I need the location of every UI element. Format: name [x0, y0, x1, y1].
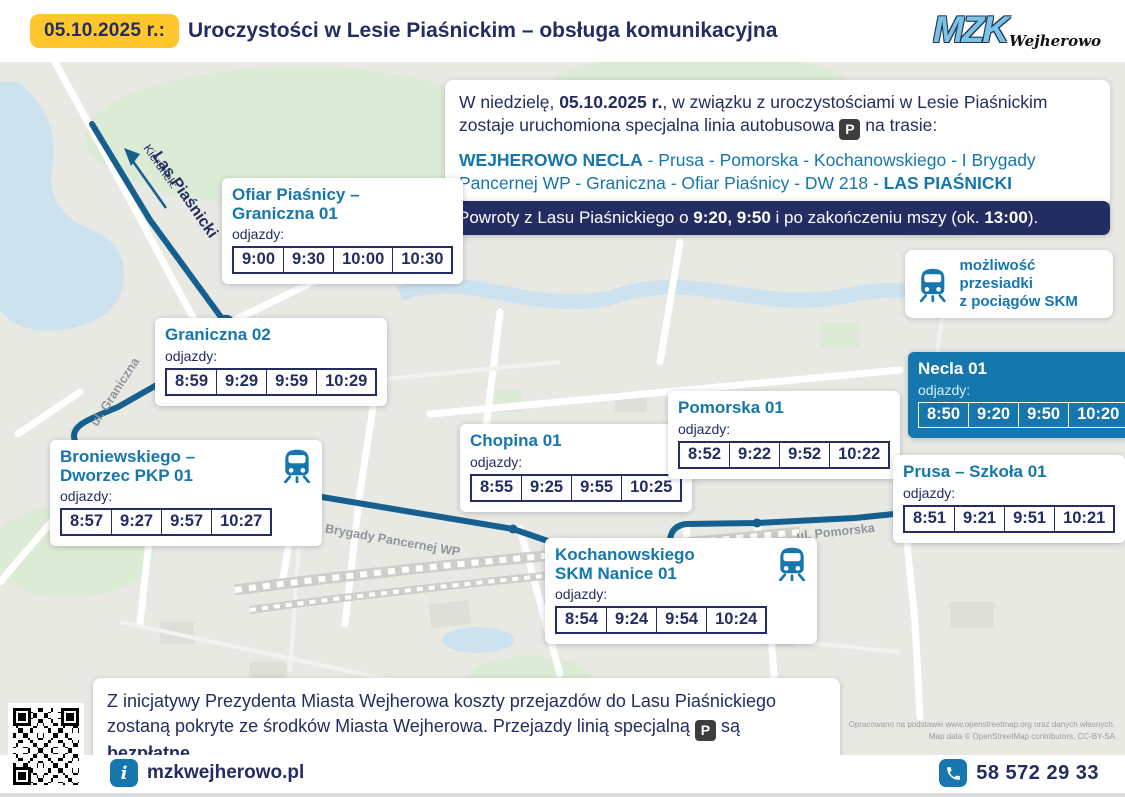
timetable: 8:55 9:25 9:55 10:25 [470, 473, 683, 502]
timetable: 8:54 9:24 9:54 10:24 [555, 606, 768, 635]
timetable: 8:57 9:27 9:57 10:27 [60, 508, 273, 537]
header-bar: 05.10.2025 r.: Uroczystości w Lesie Piaś… [0, 0, 1125, 62]
stop-name: Ofiar Piaśnicy – [232, 185, 360, 204]
train-icon [779, 547, 806, 581]
stop-name-line2: Graniczna 01 [232, 203, 338, 223]
phone-icon [939, 759, 968, 787]
website-link[interactable]: mzkwejherowo.pl [147, 762, 305, 783]
departures-label: odjazdy: [903, 484, 956, 501]
stop-card-broniewskiego-dworzec-pkp: Broniewskiego – Dworzec PKP 01 odjazdy: … [50, 440, 323, 547]
qr-code [8, 703, 84, 790]
mzk-logo: MZK Wejherowo [932, 9, 1101, 51]
stop-card-kochanowskiego-skm-nanice: Kochanowskiego SKM Nanice 01 odjazdy: 8:… [545, 538, 818, 645]
stop-name: Prusa – Szkoła 01 [903, 462, 1047, 481]
timetable: 8:59 9:29 9:59 10:29 [165, 367, 378, 396]
mzk-logo-text: MZK [932, 9, 1009, 50]
website-group: i mzkwejherowo.pl [110, 759, 304, 787]
attribution-line-1: Opracowano na podstawie www.openstreetma… [848, 720, 1115, 729]
stop-name-line2: Dworzec PKP 01 [60, 465, 193, 485]
phone-number[interactable]: 58 572 29 33 [976, 761, 1099, 784]
notice-text: W niedzielę, 05.10.2025 r., w związku z … [459, 91, 1096, 141]
departures-label: odjazdy: [678, 420, 731, 437]
map-attribution: Opracowano na podstawie www.openstreetma… [849, 719, 1115, 743]
line-p-badge: P [694, 719, 716, 741]
info-icon: i [110, 759, 138, 787]
departures-label: odjazdy: [232, 226, 285, 243]
stop-name: Chopina 01 [470, 431, 562, 450]
stop-name: Broniewskiego – [60, 447, 196, 466]
stop-card-prusa-szkola: Prusa – Szkoła 01 odjazdy: 8:51 9:21 9:51 1… [893, 455, 1125, 543]
attribution-line-2: Map data © OpenStreetMap contributors, C… [928, 732, 1115, 741]
direction-arrowhead [124, 148, 140, 166]
timetable: 8:51 9:21 9:51 10:21 [903, 504, 1116, 533]
departures-label: odjazdy: [470, 453, 523, 470]
stop-card-pomorska: Pomorska 01 odjazdy: 8:52 9:22 9:52 10:22 [668, 391, 901, 479]
departures-label: odjazdy: [918, 381, 971, 398]
returns-info-bar: Powroty z Lasu Piaśnickiego o 9:20, 9:50… [445, 201, 1110, 235]
stop-card-chopina: Chopina 01 odjazdy: 8:55 9:25 9:55 10:25 [460, 424, 693, 512]
stop-name: Kochanowskiego [555, 545, 695, 564]
timetable: 8:52 9:22 9:52 10:22 [678, 440, 891, 469]
skm-note-text: możliwość przesiadki z pociągów SKM [959, 257, 1078, 310]
stop-name-line2: SKM Nanice 01 [555, 563, 677, 583]
route-description: WEJHEROWO NECLA - Prusa - Pomorska - Koc… [459, 150, 1036, 194]
departures-label: odjazdy: [60, 488, 113, 505]
timetable: 8:50 9:20 9:50 10:20 [918, 401, 1125, 428]
stop-name: Graniczna 02 [165, 325, 271, 344]
stop-name: Pomorska 01 [678, 398, 784, 417]
footer-bar: i mzkwejherowo.pl 58 572 29 33 [0, 755, 1125, 793]
phone-group: 58 572 29 33 [939, 759, 1099, 787]
stop-card-graniczna-02: Graniczna 02 odjazdy: 8:59 9:29 9:59 10:29 [155, 318, 388, 406]
departures-label: odjazdy: [555, 586, 608, 603]
departures-label: odjazdy: [165, 347, 218, 364]
skm-transfer-note: możliwość przesiadki z pociągów SKM [905, 250, 1113, 318]
train-icon [284, 449, 311, 483]
stop-card-ofiar-piasnicy: Ofiar Piaśnicy – Graniczna 01 odjazdy: 9… [222, 178, 464, 285]
timetable: 9:00 9:30 10:00 10:30 [232, 246, 454, 275]
date-badge: 05.10.2025 r.: [30, 14, 180, 48]
mzk-logo-city: Wejherowo [1009, 32, 1101, 50]
bottom-edge-strip [0, 793, 1125, 797]
stop-name: Necla 01 [918, 359, 987, 378]
train-icon [919, 268, 946, 303]
service-notice-box: W niedzielę, 05.10.2025 r., w związku z … [445, 80, 1110, 207]
line-p-badge: P [839, 119, 861, 141]
page-title: Uroczystości w Lesie Piaśnickim – obsług… [188, 19, 778, 42]
